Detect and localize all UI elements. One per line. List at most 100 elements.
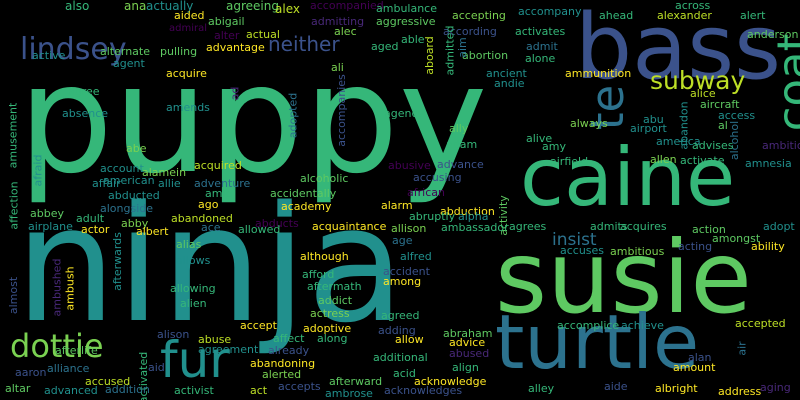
cloud-word: actual — [246, 28, 280, 41]
cloud-word: admitted — [443, 25, 457, 76]
cloud-word: already — [268, 344, 310, 357]
cloud-word: accepting — [452, 9, 506, 22]
cloud-word: aaron — [15, 366, 47, 379]
cloud-word: abducts — [255, 217, 299, 230]
cloud-word: alcoholic — [300, 172, 349, 185]
cloud-word: advises — [692, 139, 734, 152]
cloud-word: adoptive — [303, 322, 352, 335]
cloud-word: abuse — [198, 333, 232, 346]
cloud-word: alert — [740, 9, 766, 22]
cloud-word: acting — [678, 240, 713, 253]
cloud-word: advice — [449, 336, 486, 349]
cloud-word: airplane — [28, 220, 73, 233]
cloud-word: fur — [160, 331, 230, 389]
cloud-word: afford — [302, 268, 335, 281]
cloud-word: ace — [201, 221, 221, 234]
cloud-word: ago — [198, 198, 219, 211]
cloud-word: america — [656, 135, 701, 148]
cloud-word: accusing — [413, 171, 462, 184]
cloud-word: advance — [437, 158, 484, 171]
cloud-word: act — [250, 384, 268, 397]
cloud-word: alpha — [458, 210, 489, 223]
cloud-word: academy — [281, 200, 332, 213]
cloud-word: align — [452, 361, 479, 374]
cloud-word: alien — [180, 297, 207, 310]
cloud-word: ambition — [762, 139, 800, 152]
cloud-word: coat — [767, 33, 800, 132]
cloud-word: alison — [157, 328, 190, 341]
cloud-word: active — [32, 49, 66, 62]
cloud-word: admiral — [169, 23, 208, 34]
cloud-word: aging — [760, 381, 791, 394]
cloud-word: access — [718, 109, 756, 122]
cloud-word: ambrose — [325, 387, 373, 400]
cloud-word: action — [692, 223, 726, 236]
cloud-word: ambush — [63, 266, 77, 311]
cloud-word: bass — [575, 0, 782, 100]
cloud-word: alex — [275, 2, 300, 16]
cloud-word: although — [300, 250, 349, 263]
cloud-word: alley — [528, 382, 555, 395]
cloud-word: absence — [62, 107, 109, 120]
cloud-word: abbey — [30, 207, 64, 220]
cloud-word: acquire — [166, 67, 207, 80]
cloud-word: abandoning — [250, 357, 316, 370]
cloud-word: abduction — [440, 205, 495, 218]
cloud-word: affection — [7, 181, 21, 230]
cloud-word: ambushed — [50, 258, 64, 317]
cloud-word: ally — [449, 122, 469, 135]
cloud-word: acquaintance — [312, 220, 387, 233]
cloud-word: abigail — [208, 15, 245, 28]
cloud-word: african — [407, 186, 445, 199]
cloud-word: albert — [136, 225, 169, 238]
cloud-word: amongst — [712, 232, 761, 245]
cloud-word: allison — [391, 222, 427, 235]
cloud-word: accepted — [735, 317, 786, 330]
cloud-word: amount — [673, 361, 716, 374]
cloud-word: ammunition — [565, 67, 632, 80]
cloud-word: susie — [495, 219, 752, 336]
cloud-word: alan — [688, 351, 712, 364]
cloud-word: ability — [751, 240, 785, 253]
cloud-word: addition — [105, 383, 150, 396]
cloud-word: abruptly — [409, 210, 456, 223]
cloud-word: accidentally — [270, 187, 337, 200]
cloud-word: abducted — [108, 189, 160, 202]
cloud-word: insist — [552, 230, 597, 250]
cloud-word: abby — [121, 217, 149, 230]
cloud-word: alive — [526, 132, 553, 145]
cloud-word: addict — [318, 294, 353, 307]
cloud-word: actor — [81, 223, 110, 236]
cloud-word: alias — [176, 238, 202, 251]
cloud-word: age — [392, 234, 413, 247]
cloud-word: advantage — [206, 41, 265, 54]
cloud-word: turtle — [495, 298, 700, 386]
cloud-word: address — [718, 385, 762, 398]
cloud-word: also — [65, 0, 90, 13]
cloud-word: agrees — [509, 220, 547, 233]
cloud-word: caine — [520, 131, 736, 224]
cloud-word: alarm — [381, 199, 413, 212]
cloud-word: additional — [373, 351, 428, 364]
cloud-word: adopted — [286, 92, 300, 139]
cloud-word: activates — [515, 25, 566, 38]
cloud-word: admit — [526, 40, 558, 53]
cloud-word: abusive — [388, 159, 431, 172]
cloud-word: airfield — [550, 155, 589, 168]
cloud-word: ninja — [15, 171, 405, 358]
cloud-word: accomplice — [557, 319, 620, 332]
cloud-word: agree — [68, 85, 100, 98]
cloud-word: neither — [268, 32, 340, 56]
cloud-word: agreement — [198, 343, 259, 356]
cloud-word: afterlife — [55, 344, 98, 357]
cloud-word: ancient — [486, 67, 527, 80]
cloud-word: ahead — [599, 9, 634, 22]
cloud-word: amusement — [6, 102, 20, 169]
cloud-word: abu — [643, 113, 664, 126]
cloud-word: dottie — [10, 327, 104, 365]
cloud-word: allowing — [170, 282, 216, 295]
cloud-word: achieve — [621, 319, 664, 332]
cloud-word: alfred — [400, 250, 432, 263]
cloud-word: abortion — [462, 49, 509, 62]
cloud-word: ambulance — [376, 2, 437, 15]
